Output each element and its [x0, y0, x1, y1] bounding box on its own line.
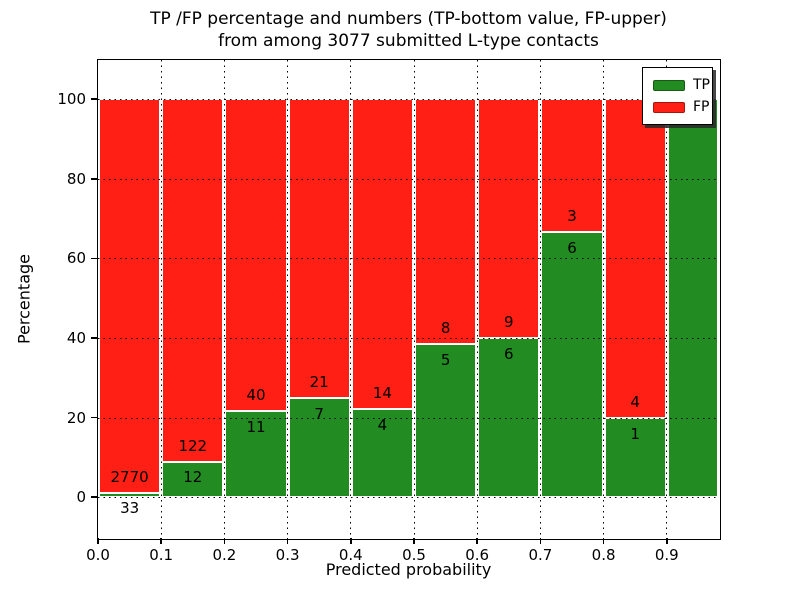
bar-segment-tp [100, 492, 160, 498]
gridline-horizontal [98, 258, 719, 260]
bar-segment-fp [289, 99, 349, 398]
gridline-vertical [666, 60, 668, 538]
fp-count-label: 4 [630, 392, 640, 411]
gridline-vertical [413, 60, 415, 538]
plot-area: TP FP 2770331221240112171448596364110.00… [57, 58, 721, 564]
bar-segment-fp [416, 99, 476, 345]
y-tick-label: 100 [57, 90, 86, 109]
y-tick-label: 0 [76, 488, 86, 507]
gridline-horizontal [98, 497, 719, 499]
tp-count-label: 6 [504, 344, 514, 363]
x-tick-label: 0.3 [275, 546, 300, 564]
gridline-vertical [539, 60, 541, 538]
gridline-horizontal [98, 417, 719, 419]
fp-count-label: 9 [504, 313, 514, 332]
x-axis-tick [413, 538, 415, 544]
tp-count-label: 7 [314, 404, 324, 423]
x-tick-label: 0.7 [528, 546, 553, 564]
chart-title-line1: TP /FP percentage and numbers (TP-bottom… [150, 9, 667, 29]
legend-label-fp: FP [693, 99, 710, 115]
legend-label-tp: TP [693, 77, 710, 93]
tp-count-label: 6 [567, 238, 577, 257]
x-axis-tick [97, 538, 99, 544]
bar-segment-tp [668, 99, 717, 498]
gridline-horizontal [98, 178, 719, 180]
x-axis-tick [602, 538, 605, 544]
x-tick-label: 0.4 [338, 546, 363, 564]
bar-segment-fp [163, 99, 223, 462]
gridline-vertical [160, 60, 162, 538]
fp-count-label: 2770 [110, 467, 149, 486]
gridline-vertical [350, 60, 352, 538]
chart-title-line2: from among 3077 submitted L-type contact… [218, 31, 599, 51]
fp-count-label: 14 [372, 383, 392, 402]
tp-count-label: 12 [183, 468, 203, 487]
y-axis-label: Percentage [14, 253, 34, 345]
x-axis-label: Predicted probability [325, 560, 492, 579]
gridline-vertical [603, 60, 605, 538]
bar-segment-tp [542, 231, 602, 498]
fp-color-swatch [653, 101, 685, 113]
fp-count-label: 21 [309, 372, 329, 391]
x-axis-tick [476, 538, 478, 544]
x-tick-label: 0.9 [654, 546, 679, 564]
x-tick-label: 0.1 [149, 546, 174, 564]
bar-segment-tp [416, 344, 476, 498]
bar-segment-tp [226, 411, 286, 498]
bar-segment-tp [163, 461, 223, 498]
bar-segment-tp [352, 408, 412, 498]
y-axis-tick [90, 98, 97, 100]
tp-count-label: 4 [377, 415, 388, 434]
y-axis-tick [90, 416, 97, 419]
fp-count-label: 122 [178, 436, 208, 455]
x-axis-tick [286, 538, 289, 544]
x-tick-label: 0.2 [212, 546, 237, 564]
bar-segment-fp [226, 99, 286, 412]
legend-item-fp: FP [653, 96, 710, 118]
y-tick-label: 20 [66, 408, 86, 427]
y-tick-label: 80 [66, 169, 86, 188]
fp-count-label: 3 [567, 206, 577, 225]
gridline-vertical [476, 60, 478, 538]
tp-count-label: 1 [630, 424, 640, 443]
bar-segment-fp [542, 99, 602, 232]
fp-count-label: 40 [246, 386, 266, 405]
bar-segment-tp [289, 397, 349, 498]
y-axis-tick [90, 337, 97, 339]
gridline-horizontal [98, 99, 719, 101]
x-tick-label: 0.8 [591, 546, 616, 564]
tp-color-swatch [653, 79, 685, 91]
legend: TP FP [642, 67, 713, 125]
bar-segment-tp [605, 417, 665, 498]
bar-segment-fp [100, 99, 160, 493]
x-axis-tick [350, 538, 352, 544]
y-tick-label: 40 [66, 329, 86, 347]
x-tick-label: 0.0 [86, 546, 110, 564]
legend-item-tp: TP [653, 74, 710, 96]
y-tick-label: 60 [66, 249, 86, 268]
gridline-vertical [223, 60, 225, 538]
y-axis-tick [90, 257, 97, 260]
tp-count-label: 33 [120, 499, 140, 518]
bar-segment-fp [479, 99, 539, 338]
y-axis-tick [90, 496, 97, 498]
bar-segment-fp [352, 99, 412, 409]
x-axis-tick [223, 538, 226, 544]
tp-count-label: 11 [246, 418, 266, 437]
x-tick-label: 0.5 [402, 546, 426, 564]
tp-count-label: 5 [440, 351, 451, 370]
gridline-horizontal [98, 338, 719, 339]
x-axis-tick [160, 538, 162, 544]
x-axis-tick [539, 538, 542, 544]
bar-segment-fp [605, 99, 665, 418]
y-axis-tick [90, 178, 97, 180]
gridline-vertical [287, 60, 289, 538]
fp-count-label: 8 [440, 319, 451, 338]
x-tick-label: 0.6 [465, 546, 490, 564]
x-axis-tick [666, 538, 668, 544]
